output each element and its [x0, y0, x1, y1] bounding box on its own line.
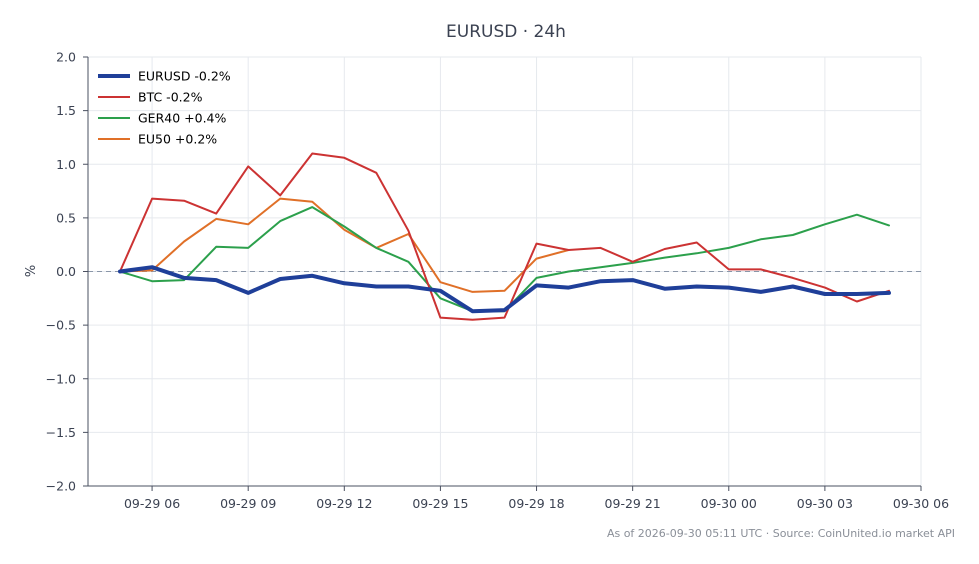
- legend-label-2: GER40 +0.4%: [138, 111, 227, 126]
- chart-title: EURUSD · 24h: [446, 22, 566, 42]
- y-tick-label: −2.0: [46, 479, 76, 494]
- series-layer: [118, 152, 891, 321]
- tick-labels: 2.0 1.5 1.0 0.5 0.0 −0.5 −1.0 −1.5 −2.0 09-29 06 0…: [46, 50, 950, 512]
- y-tick-label: 0.0: [56, 264, 76, 279]
- x-tick-label: 09-30 03: [797, 496, 853, 511]
- x-tick-label: 09-29 18: [508, 496, 564, 511]
- x-tick-label: 09-30 00: [701, 496, 757, 511]
- x-tick-label: 09-29 21: [605, 496, 661, 511]
- y-tick-label: 0.5: [56, 210, 76, 225]
- y-tick-label: 1.0: [56, 157, 76, 172]
- legend-label-3: EU50 +0.2%: [138, 132, 217, 147]
- x-tick-label: 09-29 09: [220, 496, 276, 511]
- y-axis-label: %: [24, 265, 39, 277]
- x-tick-label: 09-29 12: [316, 496, 372, 511]
- x-tick-label: 09-29 15: [412, 496, 468, 511]
- y-tick-label: 2.0: [56, 50, 76, 65]
- series-line-3: [119, 197, 570, 293]
- footer-note: As of 2026-09-30 05:11 UTC · Source: Coi…: [607, 527, 955, 540]
- x-tick-label: 09-30 06: [893, 496, 949, 511]
- x-tick-label: 09-29 06: [124, 496, 180, 511]
- legend-label-1: BTC -0.2%: [138, 90, 203, 105]
- y-tick-label: −1.0: [46, 371, 76, 386]
- series-line-0: [118, 265, 891, 314]
- axes: [83, 56, 922, 491]
- legend-label-0: EURUSD -0.2%: [138, 69, 231, 84]
- y-tick-label: −0.5: [46, 318, 76, 333]
- legend: EURUSD -0.2% BTC -0.2% GER40 +0.4% EU50 +0.…: [98, 69, 231, 147]
- y-tick-label: 1.5: [56, 103, 76, 118]
- y-tick-label: −1.5: [46, 425, 76, 440]
- series-line-1: [119, 152, 890, 321]
